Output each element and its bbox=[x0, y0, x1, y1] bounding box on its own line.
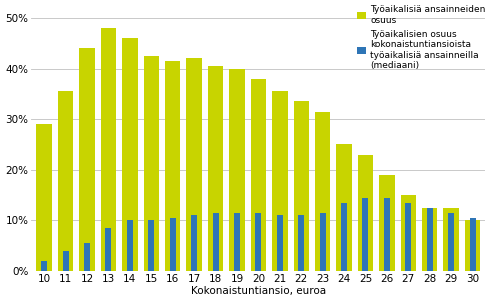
Bar bbox=[213, 213, 218, 271]
Bar bbox=[448, 213, 454, 271]
Bar bbox=[294, 101, 309, 271]
Bar bbox=[401, 195, 416, 271]
Bar bbox=[465, 220, 480, 271]
Bar bbox=[358, 155, 373, 271]
Bar bbox=[272, 91, 288, 271]
Bar bbox=[148, 220, 154, 271]
Bar bbox=[208, 66, 223, 271]
Bar bbox=[422, 208, 437, 271]
Bar bbox=[63, 251, 69, 271]
Bar bbox=[315, 111, 330, 271]
Bar bbox=[298, 215, 304, 271]
Bar bbox=[170, 218, 176, 271]
Bar bbox=[379, 175, 395, 271]
Bar bbox=[143, 56, 159, 271]
Legend: Työaikalisiä ansainneiden
osuus, Työaikalisien osuus
kokonaistuntiansioista
työa: Työaikalisiä ansainneiden osuus, Työaika… bbox=[357, 5, 486, 70]
Bar bbox=[58, 91, 73, 271]
Bar bbox=[127, 220, 133, 271]
Bar bbox=[106, 228, 111, 271]
Bar bbox=[165, 61, 180, 271]
Bar bbox=[234, 213, 240, 271]
Bar bbox=[427, 208, 433, 271]
Bar bbox=[255, 213, 261, 271]
Bar bbox=[341, 203, 347, 271]
Bar bbox=[320, 213, 326, 271]
Bar bbox=[191, 215, 197, 271]
X-axis label: Kokonaistuntiansio, euroa: Kokonaistuntiansio, euroa bbox=[191, 286, 326, 297]
Bar bbox=[101, 28, 116, 271]
Bar bbox=[406, 203, 411, 271]
Bar bbox=[80, 48, 95, 271]
Bar bbox=[277, 215, 283, 271]
Bar bbox=[469, 218, 476, 271]
Bar bbox=[187, 59, 202, 271]
Bar bbox=[384, 198, 390, 271]
Bar bbox=[443, 208, 459, 271]
Bar bbox=[84, 243, 90, 271]
Bar bbox=[362, 198, 368, 271]
Bar bbox=[36, 124, 52, 271]
Bar bbox=[41, 261, 47, 271]
Bar bbox=[336, 144, 352, 271]
Bar bbox=[251, 79, 266, 271]
Bar bbox=[122, 38, 137, 271]
Bar bbox=[229, 69, 245, 271]
